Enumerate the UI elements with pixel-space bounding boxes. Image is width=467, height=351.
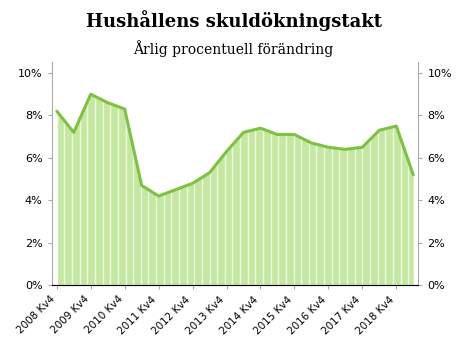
Text: Årlig procentuell förändring: Årlig procentuell förändring bbox=[134, 40, 333, 57]
Text: Hushållens skuldökningstakt: Hushållens skuldökningstakt bbox=[85, 11, 382, 32]
